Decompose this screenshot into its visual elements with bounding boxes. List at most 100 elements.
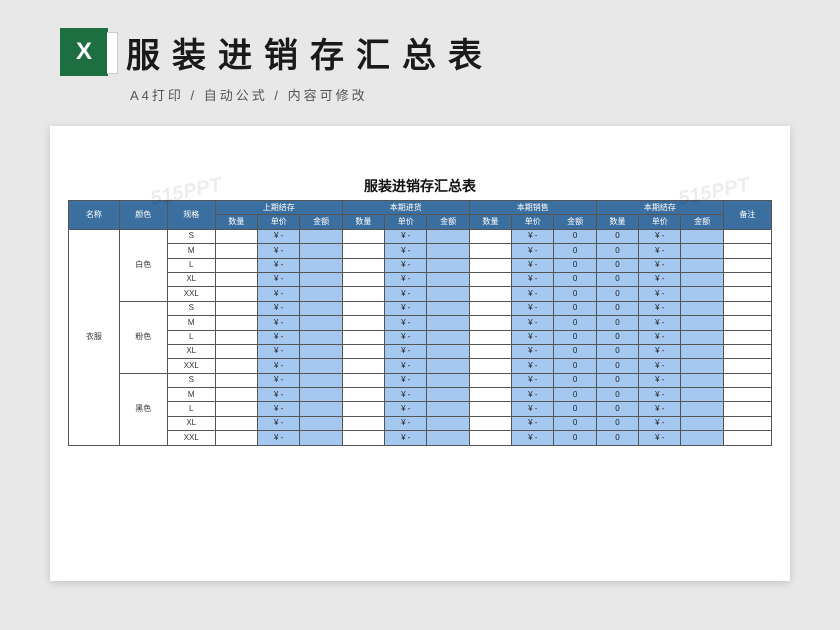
cell-value: ¥ - (639, 287, 681, 301)
cell-value (427, 416, 469, 430)
cell-value (681, 330, 723, 344)
cell-value (427, 244, 469, 258)
cell-value: ¥ - (385, 316, 427, 330)
cell-value (427, 330, 469, 344)
cell-value: ¥ - (385, 272, 427, 286)
th-out: 本期销售 (469, 201, 596, 215)
page-header: 服装进销存汇总表 A4打印 / 自动公式 / 内容可修改 (0, 0, 840, 104)
cell-value: ¥ - (258, 344, 300, 358)
cell-value: ¥ - (385, 388, 427, 402)
cell-value (342, 272, 384, 286)
cell-value: ¥ - (258, 244, 300, 258)
cell-value (215, 344, 257, 358)
table-body: 衣服白色S¥ -¥ -¥ -00¥ -M¥ -¥ -¥ -00¥ -L¥ -¥ … (69, 229, 772, 445)
cell-value: ¥ - (639, 229, 681, 243)
inventory-table: 名称 颜色 规格 上期结存 本期进货 本期销售 本期结存 备注 数量 单价 金额… (68, 200, 772, 446)
cell-value (469, 416, 511, 430)
table-row: L¥ -¥ -¥ -00¥ - (69, 258, 772, 272)
cell-value: 0 (596, 373, 638, 387)
cell-value: ¥ - (639, 359, 681, 373)
th-price: 单价 (385, 215, 427, 229)
cell-value (215, 359, 257, 373)
cell-value (469, 229, 511, 243)
cell-value: 0 (596, 330, 638, 344)
cell-value: 0 (596, 344, 638, 358)
cell-value (427, 431, 469, 445)
cell-value: 0 (554, 258, 596, 272)
cell-remark (723, 330, 771, 344)
cell-value: ¥ - (512, 359, 554, 373)
cell-value: ¥ - (385, 287, 427, 301)
cell-value (342, 330, 384, 344)
cell-value: ¥ - (639, 244, 681, 258)
cell-value (215, 258, 257, 272)
cell-value: ¥ - (639, 388, 681, 402)
cell-value (215, 431, 257, 445)
table-row: 黑色S¥ -¥ -¥ -00¥ - (69, 373, 772, 387)
th-color: 颜色 (119, 201, 167, 230)
cell-value: ¥ - (385, 258, 427, 272)
th-qty: 数量 (215, 215, 257, 229)
cell-value (300, 416, 342, 430)
th-amt: 金额 (681, 215, 723, 229)
th-price: 单价 (639, 215, 681, 229)
cell-remark (723, 431, 771, 445)
cell-remark (723, 301, 771, 315)
table-head: 名称 颜色 规格 上期结存 本期进货 本期销售 本期结存 备注 数量 单价 金额… (69, 201, 772, 230)
cell-value: 0 (554, 301, 596, 315)
cell-remark (723, 344, 771, 358)
cell-value: 0 (554, 287, 596, 301)
cell-value: 0 (554, 272, 596, 286)
cell-value (342, 229, 384, 243)
cell-remark (723, 359, 771, 373)
cell-value: 0 (554, 402, 596, 416)
cell-value: ¥ - (258, 402, 300, 416)
cell-remark (723, 316, 771, 330)
cell-value (215, 272, 257, 286)
cell-value: 0 (596, 229, 638, 243)
cell-value: ¥ - (512, 402, 554, 416)
cell-value (681, 301, 723, 315)
cell-value: ¥ - (512, 229, 554, 243)
cell-value (300, 388, 342, 402)
cell-size: M (167, 316, 215, 330)
cell-value (300, 402, 342, 416)
cell-value: ¥ - (258, 431, 300, 445)
cell-value (681, 287, 723, 301)
cell-value (342, 258, 384, 272)
cell-value: ¥ - (258, 373, 300, 387)
cell-value: ¥ - (512, 301, 554, 315)
cell-value (342, 402, 384, 416)
cell-value (215, 287, 257, 301)
cell-value (427, 301, 469, 315)
table-row: XXL¥ -¥ -¥ -00¥ - (69, 287, 772, 301)
cell-value (342, 388, 384, 402)
cell-value (469, 330, 511, 344)
cell-value (300, 316, 342, 330)
cell-value (469, 287, 511, 301)
cell-value: ¥ - (385, 359, 427, 373)
cell-value (300, 258, 342, 272)
cell-value (469, 402, 511, 416)
cell-value (300, 431, 342, 445)
cell-value: ¥ - (385, 330, 427, 344)
cell-value (342, 373, 384, 387)
sheet-title: 服装进销存汇总表 (68, 176, 772, 196)
th-bal: 本期结存 (596, 201, 723, 215)
cell-value: 0 (554, 359, 596, 373)
table-row: M¥ -¥ -¥ -00¥ - (69, 388, 772, 402)
cell-value (215, 416, 257, 430)
cell-value: 0 (554, 229, 596, 243)
cell-value: 0 (596, 272, 638, 286)
cell-product-name: 衣服 (69, 229, 120, 445)
cell-remark (723, 416, 771, 430)
cell-value: 0 (596, 416, 638, 430)
cell-value (342, 301, 384, 315)
cell-value: ¥ - (512, 316, 554, 330)
cell-value: 0 (554, 244, 596, 258)
table-row: M¥ -¥ -¥ -00¥ - (69, 316, 772, 330)
cell-size: M (167, 244, 215, 258)
cell-value: ¥ - (512, 344, 554, 358)
cell-value: ¥ - (512, 272, 554, 286)
cell-value (681, 258, 723, 272)
